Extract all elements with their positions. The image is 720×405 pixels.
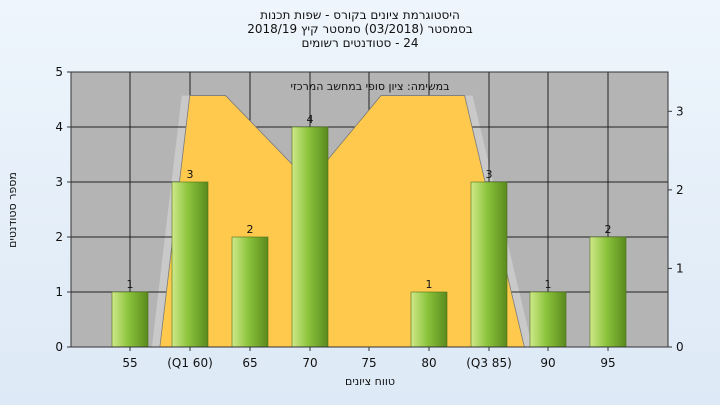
- bar-value-label: 1: [545, 278, 552, 291]
- bar-value-label: 1: [127, 278, 134, 291]
- bar-value-label: 2: [247, 223, 254, 236]
- y2-tick-label: 1: [676, 261, 684, 275]
- bar: [529, 291, 567, 348]
- bar: [410, 291, 448, 348]
- bar-value-label: 4: [307, 113, 314, 126]
- x-tick-label: (Q3 85): [466, 356, 512, 370]
- x-tick-label: 75: [361, 356, 376, 370]
- y2-tick-label: 2: [676, 183, 684, 197]
- y-tick-label: 2: [55, 230, 63, 244]
- bar-value-label: 3: [187, 168, 194, 181]
- bar: [171, 181, 209, 348]
- bar: [231, 236, 269, 348]
- y2-tick-label: 3: [676, 104, 684, 118]
- bar-value-label: 2: [605, 223, 612, 236]
- x-tick-label: (Q1 60): [167, 356, 213, 370]
- bar: [470, 181, 508, 348]
- y-tick-label: 3: [55, 175, 63, 189]
- chart-title: היסטוגרמת ציונים בקורס - שפות תכנות: [260, 8, 460, 22]
- bar-value-label: 1: [426, 278, 433, 291]
- y-tick-label: 5: [55, 65, 63, 79]
- x-tick-label: 55: [122, 356, 137, 370]
- bar-value-label: 3: [486, 168, 493, 181]
- bar: [291, 126, 329, 348]
- x-tick-label: 80: [421, 356, 436, 370]
- x-tick-label: 70: [302, 356, 317, 370]
- y-axis-title: מספר סטודנטים: [6, 172, 19, 248]
- y-tick-label: 4: [55, 120, 63, 134]
- chart-subtitle-semester: בסמסטר (03/2018) סמסטר קיץ 2018/19: [247, 22, 473, 36]
- y-tick-label: 1: [55, 285, 63, 299]
- x-tick-label: 95: [600, 356, 615, 370]
- x-tick-label: 90: [540, 356, 555, 370]
- y-tick-label: 0: [55, 340, 63, 354]
- y2-tick-label: 0: [676, 340, 684, 354]
- bar: [111, 291, 149, 348]
- x-axis-title: טווח ציונים: [345, 375, 395, 388]
- inner-label: במשימה: ציון סופי במחשב המרכזי: [290, 80, 449, 93]
- bar: [589, 236, 627, 348]
- chart-subtitle-students: 24 - סטודנטים רשומים: [301, 36, 419, 50]
- x-tick-label: 65: [242, 356, 257, 370]
